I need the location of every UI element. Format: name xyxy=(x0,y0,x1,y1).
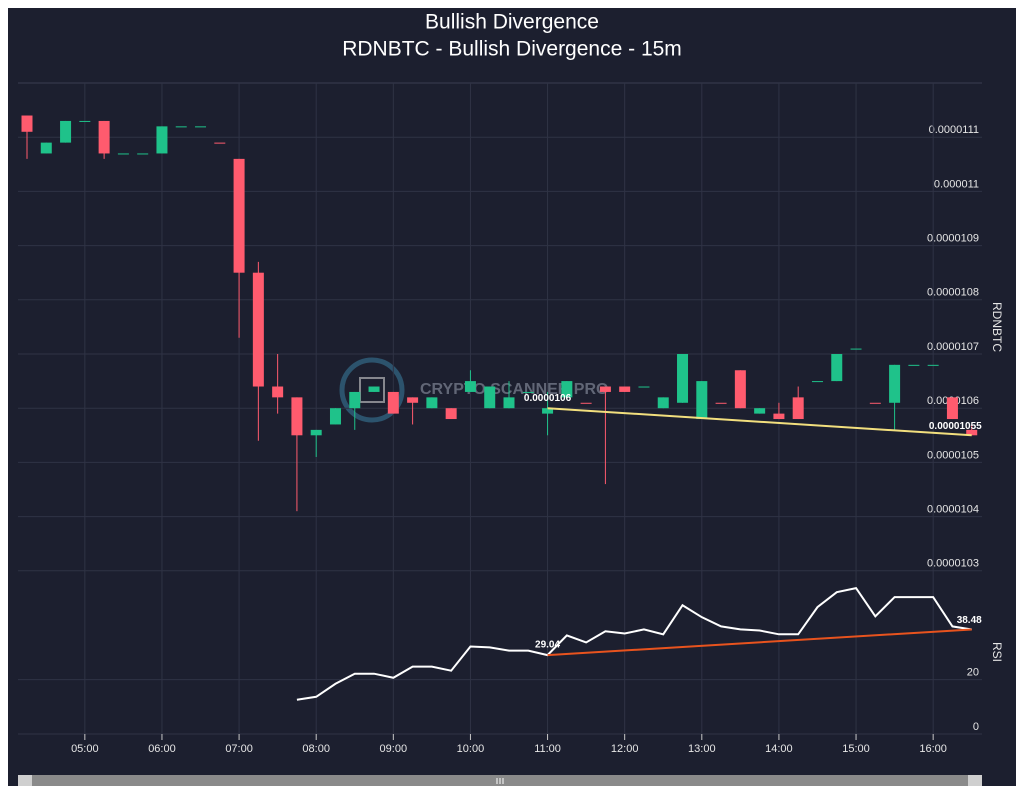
x-tick-label: 10:00 xyxy=(457,743,485,755)
candle-body xyxy=(252,272,264,387)
scroll-grip[interactable] xyxy=(496,778,504,784)
y-tick-label: 0 xyxy=(973,721,979,733)
candle-body xyxy=(734,370,746,409)
candle-body xyxy=(831,354,843,382)
candle-body xyxy=(677,354,689,403)
candle-body xyxy=(503,397,515,409)
candle-body xyxy=(117,153,129,155)
x-tick-label: 16:00 xyxy=(919,743,947,755)
divergence-label: 38.48 xyxy=(957,615,982,626)
candle-body xyxy=(137,153,149,155)
candle-body xyxy=(272,386,284,398)
watermark-logo xyxy=(339,357,405,423)
watermark-qr xyxy=(359,377,385,403)
y-tick-label: 0.000011 xyxy=(934,178,979,190)
candle-body xyxy=(792,397,804,420)
x-tick-label: 15:00 xyxy=(842,743,870,755)
candle-body xyxy=(542,408,554,414)
candle-body xyxy=(426,397,438,409)
candle-body xyxy=(715,402,727,404)
divergence-label: 0.00001055 xyxy=(929,421,982,432)
candle-body xyxy=(40,142,52,154)
candle-body xyxy=(329,408,341,425)
watermark-text: CRYPTO SCANNER PRO xyxy=(420,381,608,398)
candle-body xyxy=(484,386,496,409)
candle-body xyxy=(233,158,245,273)
divergence-label: 0.0000106 xyxy=(524,393,572,404)
divergence-line xyxy=(547,407,972,437)
y-tick-label: 0.0000108 xyxy=(927,287,979,299)
x-tick-label: 11:00 xyxy=(534,743,561,755)
y-tick-label: 20 xyxy=(967,667,979,679)
candle-body xyxy=(580,402,592,404)
x-tick-label: 13:00 xyxy=(688,743,716,755)
scroll-left[interactable] xyxy=(18,775,32,786)
candle-body xyxy=(908,364,920,366)
candle-body xyxy=(310,429,322,436)
chart-subtitle: RDNBTC - Bullish Divergence - 15m xyxy=(342,38,682,61)
y-tick-label: 0.0000109 xyxy=(927,233,979,245)
plot-area: 0.0000103 0.0000104 0.0000105 0.0000106 0.00… xyxy=(18,83,982,755)
candle-body xyxy=(619,386,631,392)
candle-body xyxy=(696,381,708,420)
candle-body xyxy=(291,397,303,436)
candle-body xyxy=(60,120,72,143)
y-tick-label: 0.0000103 xyxy=(927,558,979,570)
candle-body xyxy=(946,397,958,420)
x-tick-label: 08:00 xyxy=(302,743,330,755)
candle-body xyxy=(522,391,534,393)
x-tick-label: 05:00 xyxy=(71,743,99,755)
candle-body xyxy=(657,397,669,409)
rsi-line xyxy=(296,586,972,701)
candle-body xyxy=(889,364,901,403)
candle-body xyxy=(368,386,380,392)
candle-body xyxy=(599,386,611,392)
candle-body xyxy=(98,120,110,154)
candle-body xyxy=(927,364,939,366)
y-tick-label: 0.0000107 xyxy=(927,341,979,353)
y2-axis-title: RSI xyxy=(990,642,1004,662)
candle-body xyxy=(754,408,766,414)
candle-body xyxy=(850,348,862,350)
divergence-label: 29.04 xyxy=(535,640,560,651)
chart-title: Bullish Divergence xyxy=(425,11,599,34)
divergence-line xyxy=(547,628,972,657)
x-tick-label: 09:00 xyxy=(380,743,408,755)
candle-body xyxy=(561,381,573,398)
candle-body xyxy=(79,120,91,122)
candle-body xyxy=(156,126,168,154)
candle-body xyxy=(175,126,187,128)
y-axis-title: RDNBTC xyxy=(990,302,1004,352)
candle-body xyxy=(966,429,978,436)
candle-body xyxy=(638,386,650,388)
candle-body xyxy=(214,142,226,144)
x-tick-label: 14:00 xyxy=(765,743,793,755)
candle-body xyxy=(349,391,361,409)
candle-body xyxy=(387,391,399,414)
candle-body xyxy=(407,397,419,403)
y-tick-label: 0.0000111 xyxy=(929,124,979,136)
candle-body xyxy=(195,126,207,128)
x-tick-label: 12:00 xyxy=(611,743,639,755)
candle-body xyxy=(869,402,881,404)
candle-body xyxy=(773,413,785,420)
x-tick-label: 06:00 xyxy=(148,743,176,755)
y-tick-label: 0.0000104 xyxy=(927,504,979,516)
y-tick-label: 0.0000105 xyxy=(927,449,979,461)
candle-body xyxy=(445,408,457,420)
scroll-right[interactable] xyxy=(968,775,982,786)
candle-body xyxy=(464,381,476,392)
candle-body xyxy=(811,381,823,383)
candle-body xyxy=(21,115,33,132)
x-tick-label: 07:00 xyxy=(225,743,253,755)
